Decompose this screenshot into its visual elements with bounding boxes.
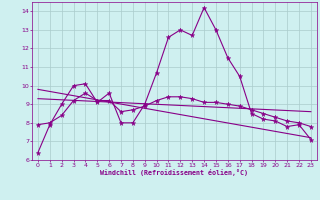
X-axis label: Windchill (Refroidissement éolien,°C): Windchill (Refroidissement éolien,°C) — [100, 169, 248, 176]
